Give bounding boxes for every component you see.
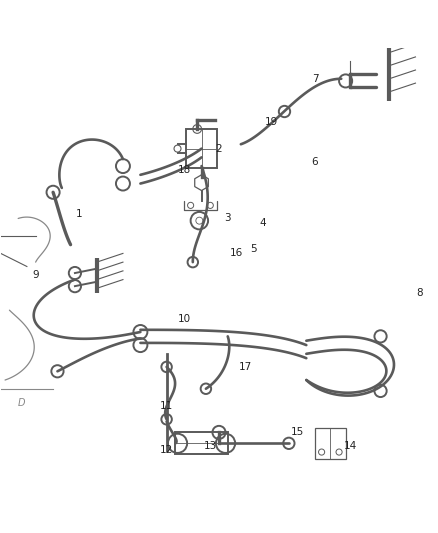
Text: 11: 11 [160, 401, 173, 411]
Text: 13: 13 [204, 440, 217, 450]
Text: 6: 6 [312, 157, 318, 167]
Text: 10: 10 [177, 314, 191, 324]
Text: 4: 4 [259, 218, 266, 228]
Text: 7: 7 [312, 74, 318, 84]
Bar [315, 428, 346, 458]
Text: 5: 5 [251, 244, 257, 254]
Text: 18: 18 [177, 165, 191, 175]
Text: 14: 14 [343, 440, 357, 450]
Text: 9: 9 [32, 270, 39, 280]
Text: D: D [18, 398, 26, 408]
Text: 2: 2 [215, 143, 223, 154]
Text: 19: 19 [265, 117, 278, 127]
Text: 1: 1 [76, 209, 83, 219]
Text: 17: 17 [239, 362, 252, 372]
Text: 3: 3 [224, 214, 231, 223]
Text: 15: 15 [291, 427, 304, 438]
Text: 12: 12 [160, 445, 173, 455]
Bar [175, 432, 228, 454]
Bar [186, 129, 217, 168]
Text: 8: 8 [417, 288, 423, 298]
Text: 16: 16 [230, 248, 243, 259]
